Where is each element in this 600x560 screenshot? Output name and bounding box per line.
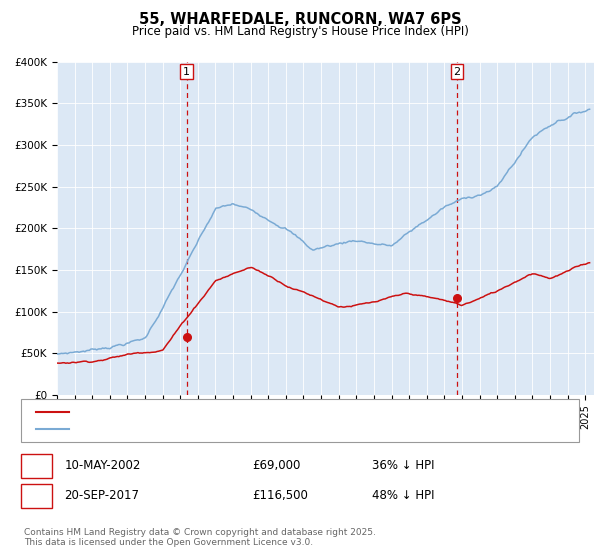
Text: 1: 1 <box>33 459 40 473</box>
Text: 55, WHARFEDALE, RUNCORN, WA7 6PS: 55, WHARFEDALE, RUNCORN, WA7 6PS <box>139 12 461 27</box>
Text: 36% ↓ HPI: 36% ↓ HPI <box>372 459 434 473</box>
Text: £116,500: £116,500 <box>252 489 308 502</box>
Text: Contains HM Land Registry data © Crown copyright and database right 2025.
This d: Contains HM Land Registry data © Crown c… <box>24 528 376 547</box>
Text: 55, WHARFEDALE, RUNCORN, WA7 6PS (detached house): 55, WHARFEDALE, RUNCORN, WA7 6PS (detach… <box>78 407 398 417</box>
Text: 2: 2 <box>33 489 40 502</box>
Text: 48% ↓ HPI: 48% ↓ HPI <box>372 489 434 502</box>
Text: HPI: Average price, detached house, Halton: HPI: Average price, detached house, Halt… <box>78 424 321 434</box>
Text: Price paid vs. HM Land Registry's House Price Index (HPI): Price paid vs. HM Land Registry's House … <box>131 25 469 38</box>
Text: 1: 1 <box>183 67 190 77</box>
Text: 2: 2 <box>454 67 461 77</box>
Text: £69,000: £69,000 <box>252 459 301 473</box>
Text: 10-MAY-2002: 10-MAY-2002 <box>64 459 140 473</box>
Text: 20-SEP-2017: 20-SEP-2017 <box>64 489 139 502</box>
